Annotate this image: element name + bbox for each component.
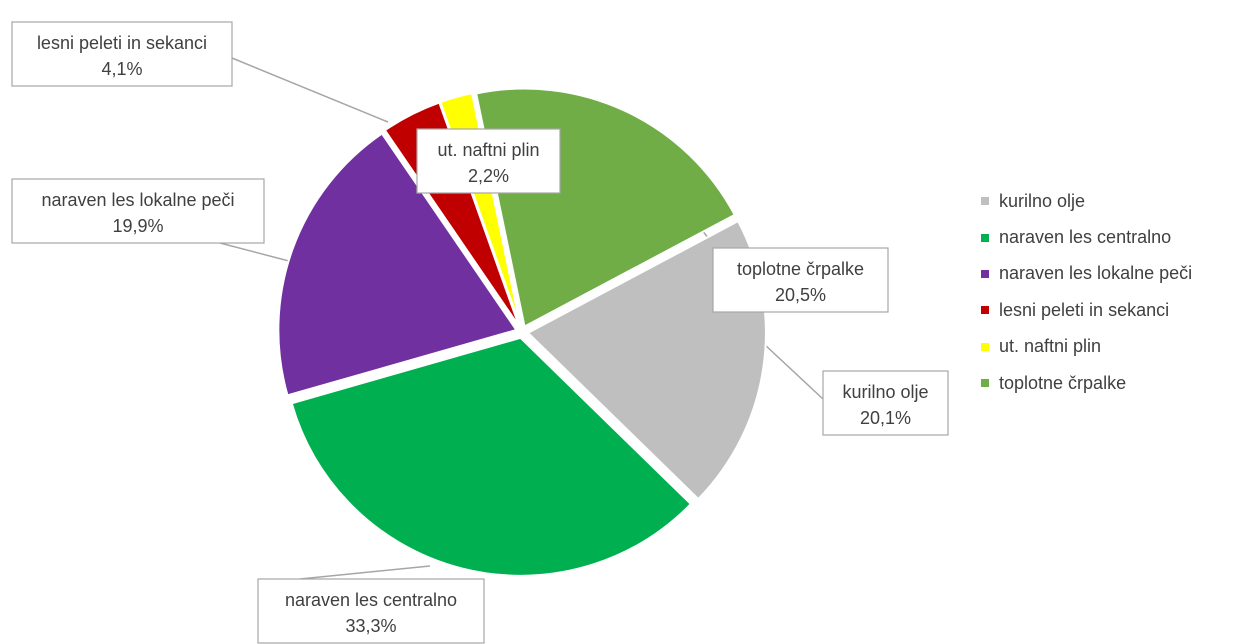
data-label-value: 2,2%	[468, 166, 509, 186]
legend-label: kurilno olje	[999, 191, 1085, 212]
leader-line-lesni-peleti-in-sekanci	[232, 58, 388, 122]
data-label-value: 19,9%	[112, 216, 163, 236]
data-label-value: 4,1%	[101, 59, 142, 79]
data-label-category: lesni peleti in sekanci	[37, 33, 207, 53]
legend-label: naraven les lokalne peči	[999, 263, 1192, 284]
legend-label: toplotne črpalke	[999, 373, 1126, 394]
data-label-category: toplotne črpalke	[737, 259, 864, 279]
data-label-lesni-peleti-in-sekanci: lesni peleti in sekanci 4,1%	[12, 22, 232, 86]
data-label-toplotne-crpalke: toplotne črpalke 20,5%	[713, 248, 888, 312]
data-label-ut-naftni-plin: ut. naftni plin 2,2%	[417, 129, 560, 193]
data-label-category: ut. naftni plin	[437, 140, 539, 160]
legend-label: naraven les centralno	[999, 227, 1171, 248]
legend-swatch	[981, 306, 989, 314]
legend-swatch	[981, 234, 989, 242]
legend-item-ut-naftni-plin: ut. naftni plin	[981, 329, 1192, 365]
data-label-category: naraven les lokalne peči	[41, 190, 234, 210]
leader-line-kurilno-olje	[764, 344, 823, 399]
data-label-category: kurilno olje	[842, 382, 928, 402]
data-label-kurilno-olje: kurilno olje 20,1%	[823, 371, 948, 435]
data-label-value: 20,5%	[775, 285, 826, 305]
chart-legend: kurilno olje naraven les centralno naraven…	[981, 183, 1192, 401]
legend-swatch	[981, 270, 989, 278]
legend-swatch	[981, 379, 989, 387]
data-label-naraven-les-lokalne-peci: naraven les lokalne peči 19,9%	[12, 179, 264, 243]
legend-label: lesni peleti in sekanci	[999, 300, 1169, 321]
legend-label: ut. naftni plin	[999, 336, 1101, 357]
legend-item-kurilno-olje: kurilno olje	[981, 183, 1192, 219]
legend-swatch	[981, 343, 989, 351]
legend-item-lesni-peleti-in-sekanci: lesni peleti in sekanci	[981, 292, 1192, 328]
legend-item-naraven-les-centralno: naraven les centralno	[981, 219, 1192, 255]
data-label-naraven-les-centralno: naraven les centralno 33,3%	[258, 579, 484, 643]
data-label-value: 20,1%	[860, 408, 911, 428]
legend-swatch	[981, 197, 989, 205]
legend-item-toplotne-crpalke: toplotne črpalke	[981, 365, 1192, 401]
legend-item-naraven-les-lokalne-peci: naraven les lokalne peči	[981, 256, 1192, 292]
data-label-category: naraven les centralno	[285, 590, 457, 610]
data-label-value: 33,3%	[345, 616, 396, 636]
leader-line-naraven-les-centralno	[300, 566, 430, 579]
